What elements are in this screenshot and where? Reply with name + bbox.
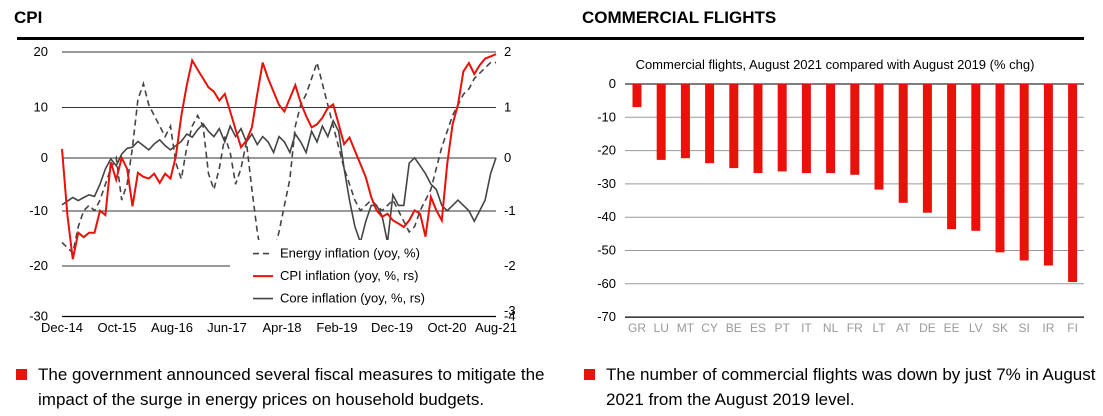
svg-text:LT: LT: [872, 321, 886, 335]
svg-text:NL: NL: [823, 321, 839, 335]
svg-text:GR: GR: [628, 321, 646, 335]
svg-text:Dec-19: Dec-19: [371, 320, 413, 335]
svg-text:IR: IR: [1042, 321, 1054, 335]
svg-text:EE: EE: [944, 321, 960, 335]
svg-text:AT: AT: [896, 321, 911, 335]
svg-text:-40: -40: [597, 209, 616, 224]
svg-text:-20: -20: [597, 143, 616, 158]
svg-text:Aug-16: Aug-16: [151, 320, 193, 335]
svg-text:LU: LU: [654, 321, 669, 335]
svg-text:BE: BE: [726, 321, 742, 335]
svg-text:-20: -20: [29, 258, 48, 273]
svg-text:Oct-15: Oct-15: [97, 320, 136, 335]
svg-text:0: 0: [609, 76, 616, 91]
svg-text:SK: SK: [992, 321, 1008, 335]
svg-text:-30: -30: [597, 176, 616, 191]
svg-text:Aug-21: Aug-21: [475, 320, 517, 335]
svg-text:Apr-18: Apr-18: [262, 320, 301, 335]
svg-text:-2: -2: [504, 258, 516, 273]
svg-text:-70: -70: [597, 309, 616, 324]
svg-text:20: 20: [34, 44, 48, 59]
svg-text:ES: ES: [750, 321, 766, 335]
svg-text:CPI inflation (yoy, %, rs): CPI inflation (yoy, %, rs): [280, 268, 418, 283]
svg-text:Jun-17: Jun-17: [207, 320, 247, 335]
svg-text:10: 10: [34, 100, 48, 115]
svg-text:0: 0: [504, 150, 511, 165]
svg-text:LV: LV: [969, 321, 983, 335]
svg-text:-1: -1: [504, 203, 516, 218]
svg-text:CY: CY: [701, 321, 718, 335]
svg-text:Core inflation (yoy, %, rs): Core inflation (yoy, %, rs): [280, 291, 425, 306]
svg-text:FI: FI: [1067, 321, 1078, 335]
svg-text:Energy inflation (yoy, %): Energy inflation (yoy, %): [280, 246, 420, 261]
svg-text:FR: FR: [847, 321, 863, 335]
svg-text:SI: SI: [1019, 321, 1030, 335]
svg-text:PT: PT: [775, 321, 791, 335]
svg-text:MT: MT: [677, 321, 695, 335]
svg-text:IT: IT: [801, 321, 812, 335]
svg-text:Dec-14: Dec-14: [41, 320, 83, 335]
svg-text:-10: -10: [597, 109, 616, 124]
svg-text:Commercial flights, August 202: Commercial flights, August 2021 compared…: [636, 57, 1035, 72]
svg-text:Oct-20: Oct-20: [427, 320, 466, 335]
svg-text:0: 0: [41, 150, 48, 165]
svg-text:1: 1: [504, 100, 511, 115]
svg-text:-60: -60: [597, 276, 616, 291]
svg-text:Feb-19: Feb-19: [316, 320, 357, 335]
svg-text:-50: -50: [597, 243, 616, 258]
svg-text:DE: DE: [919, 321, 936, 335]
svg-text:2: 2: [504, 44, 511, 59]
svg-text:-10: -10: [29, 203, 48, 218]
